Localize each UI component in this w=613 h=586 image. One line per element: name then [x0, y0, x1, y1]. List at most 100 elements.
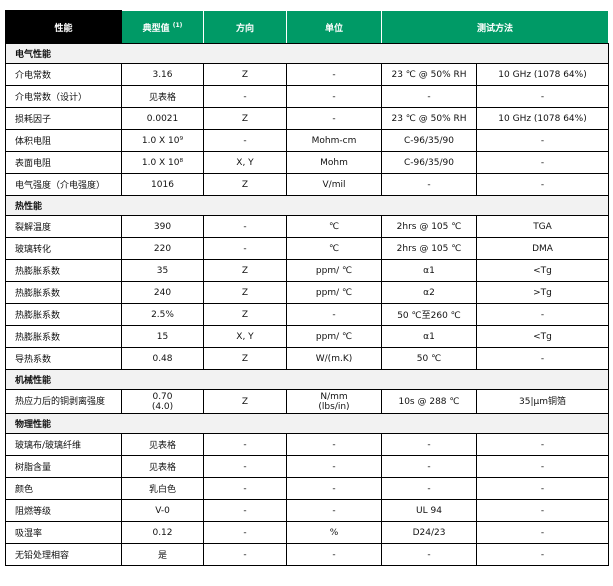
unit-cell: -: [286, 543, 382, 566]
table-row: 电气强度（介电强度） 1016 Z V/mil - -: [5, 173, 610, 196]
typical-value-cell: 见表格: [121, 455, 204, 478]
property-name-cell: 吸湿率: [5, 521, 122, 544]
property-name-cell: 阻燃等级: [5, 499, 122, 522]
table-row: 介电常数（设计） 见表格 - - - -: [5, 85, 610, 108]
property-name-cell: 体积电阻: [5, 129, 122, 152]
typical-value-cell: 1016: [121, 173, 204, 196]
property-name-cell: 热膨胀系数: [5, 325, 122, 348]
test-condition-cell: 23 ℃ @ 50% RH: [381, 107, 477, 130]
test-method-cell: 10 GHz (1078 64%): [475, 107, 610, 130]
unit-cell: -: [286, 107, 382, 130]
properties-table: 性能 典型值 (1) 方向 单位 测试方法 电气性能 介电常数 3.16 Z -23 ℃…: [4, 10, 610, 566]
typical-value-cell: 15: [121, 325, 204, 348]
typical-value-cell: 见表格: [121, 433, 204, 456]
direction-cell: Z: [203, 389, 287, 414]
property-name-cell: 热膨胀系数: [5, 303, 122, 326]
unit-cell: %: [286, 521, 382, 544]
test-condition-cell: 50 ℃: [381, 347, 477, 370]
table-row: 介电常数 3.16 Z -23 ℃ @ 50% RH 10 GHz (1078 64%): [5, 63, 610, 86]
header-direction: 方向: [203, 10, 287, 44]
property-name-cell: 玻璃转化: [5, 237, 122, 260]
property-name-cell: 损耗因子: [5, 107, 122, 130]
test-method-cell: -: [475, 173, 610, 196]
test-method-cell: -: [475, 85, 610, 108]
unit-cell: ppm/ ℃: [286, 259, 382, 282]
test-method-cell: -: [475, 129, 610, 152]
test-condition-cell: -: [381, 433, 477, 456]
typical-value-cell: 1.0 X 10⁸: [121, 151, 204, 174]
section-row: 机械性能: [4, 369, 610, 390]
section-row: 热性能: [4, 195, 610, 216]
direction-cell: X, Y: [203, 325, 287, 348]
unit-cell: ppm/ ℃: [286, 325, 382, 348]
test-method-cell: -: [475, 433, 610, 456]
typical-value-cell: V-0: [121, 499, 204, 522]
direction-cell: Z: [203, 107, 287, 130]
typical-value-cell: 220: [121, 237, 204, 260]
table-row: 玻璃转化 220- ℃ 2hrs @ 105 ℃ DMA: [5, 237, 610, 260]
unit-cell: -: [286, 85, 382, 108]
unit-cell: ppm/ ℃: [286, 281, 382, 304]
unit-cell: W/(m.K): [286, 347, 382, 370]
property-name-cell: 介电常数: [5, 63, 122, 86]
unit-cell: ℃: [286, 215, 382, 238]
test-method-cell: -: [475, 303, 610, 326]
test-condition-cell: C-96/35/90: [381, 129, 477, 152]
test-condition-cell: -: [381, 85, 477, 108]
unit-cell: -: [286, 477, 382, 500]
unit-cell: -: [286, 455, 382, 478]
test-method-cell: -: [475, 477, 610, 500]
unit-cell: Mohm-cm: [286, 129, 382, 152]
unit-cell: -: [286, 499, 382, 522]
typical-value-cell: 0.12: [121, 521, 204, 544]
test-method-cell: -: [475, 543, 610, 566]
test-condition-cell: α1: [381, 325, 477, 348]
header-typical: 典型值 (1): [121, 10, 204, 44]
table-row: 热应力后的铜剥离强度 0.70 (4.0) Z N/mm (lbs/in) 10s @ …: [5, 389, 610, 414]
header-typical-label: 典型值: [142, 23, 170, 34]
test-condition-cell: -: [381, 477, 477, 500]
direction-cell: -: [203, 543, 287, 566]
table-row: 体积电阻 1.0 X 10⁹ - Mohm-cm C-96/35/90-: [5, 129, 610, 152]
section-title: 机械性能: [4, 369, 610, 390]
test-method-cell: TGA: [475, 215, 610, 238]
typical-value-cell: 0.48: [121, 347, 204, 370]
direction-cell: Z: [203, 173, 287, 196]
table-row: 无铅处理相容是 - - - -: [5, 543, 610, 566]
property-name-cell: 无铅处理相容: [5, 543, 122, 566]
direction-cell: X, Y: [203, 151, 287, 174]
section-title: 电气性能: [4, 43, 610, 64]
test-method-cell: <Tg: [475, 259, 610, 282]
typical-value-cell: 见表格: [121, 85, 204, 108]
header-property: 性能: [5, 10, 122, 44]
section-title: 热性能: [4, 195, 610, 216]
typical-value-cell: 0.70 (4.0): [121, 389, 204, 414]
section-row: 电气性能: [4, 43, 610, 64]
test-condition-cell: 2hrs @ 105 ℃: [381, 237, 477, 260]
test-condition-cell: α1: [381, 259, 477, 282]
typical-value-cell: 240: [121, 281, 204, 304]
test-condition-cell: -: [381, 455, 477, 478]
typical-value-cell: 35: [121, 259, 204, 282]
test-method-cell: -: [475, 499, 610, 522]
direction-cell: -: [203, 433, 287, 456]
table-row: 导热系数 0.48 Z W/(m.K) 50 ℃ -: [5, 347, 610, 370]
test-condition-cell: C-96/35/90: [381, 151, 477, 174]
typical-value-cell: 1.0 X 10⁹: [121, 129, 204, 152]
direction-cell: Z: [203, 63, 287, 86]
typical-value-cell: 3.16: [121, 63, 204, 86]
unit-cell: ℃: [286, 237, 382, 260]
test-method-cell: -: [475, 455, 610, 478]
property-name-cell: 介电常数（设计）: [5, 85, 122, 108]
direction-cell: -: [203, 477, 287, 500]
test-condition-cell: -: [381, 543, 477, 566]
direction-cell: Z: [203, 281, 287, 304]
property-name-cell: 表面电阻: [5, 151, 122, 174]
test-method-cell: >Tg: [475, 281, 610, 304]
direction-cell: Z: [203, 303, 287, 326]
property-name-cell: 热膨胀系数: [5, 281, 122, 304]
direction-cell: Z: [203, 347, 287, 370]
test-method-cell: 10 GHz (1078 64%): [475, 63, 610, 86]
